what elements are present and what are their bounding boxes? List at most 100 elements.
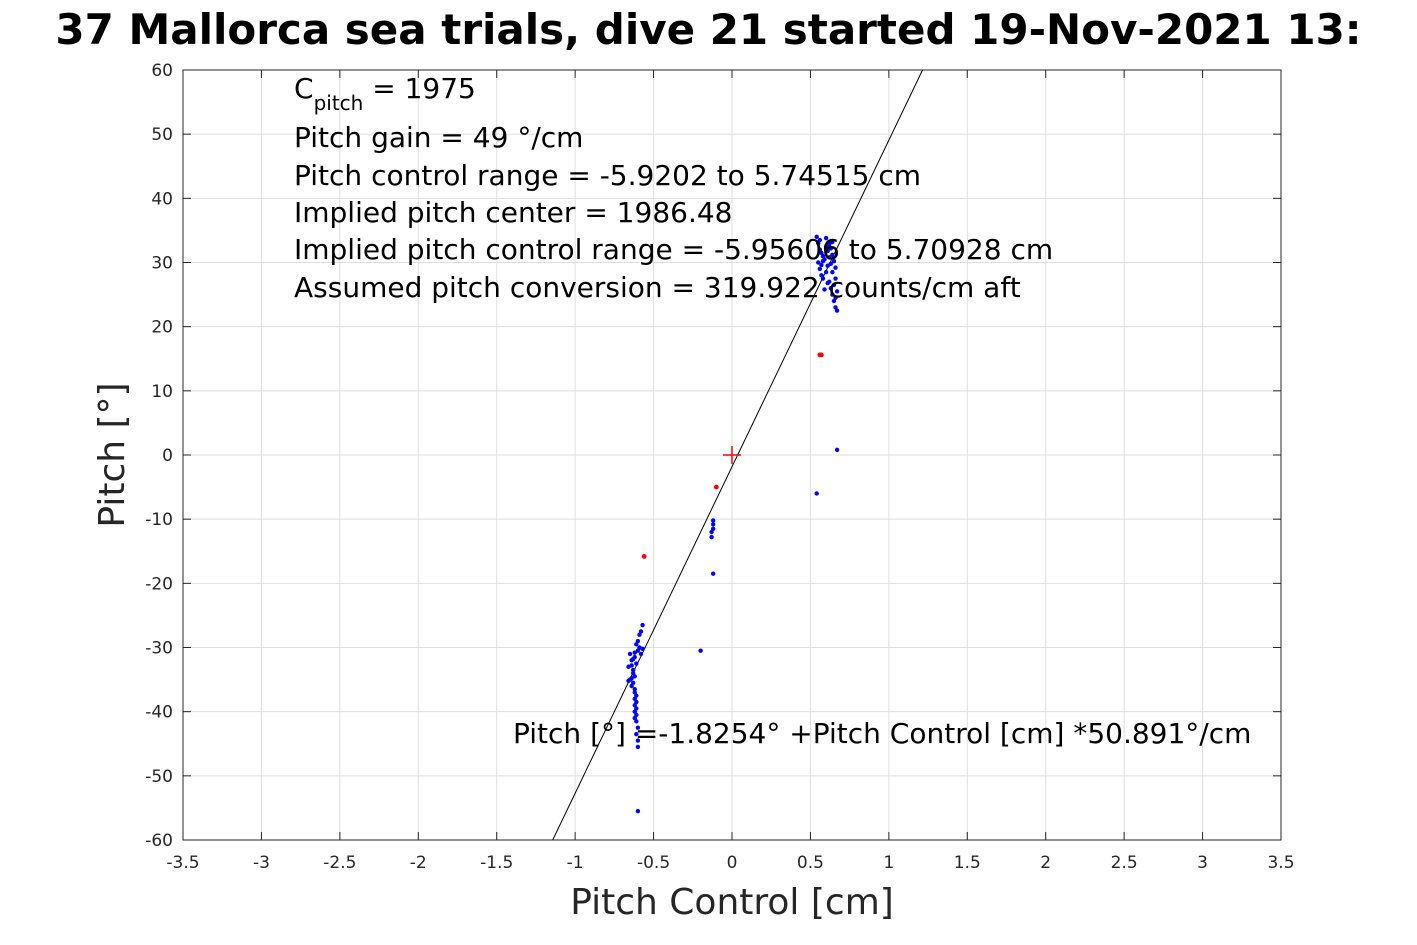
annotation-implied-range: Implied pitch control range = -5.95606 t… [294,233,1053,266]
data-point [822,287,827,292]
data-point [831,282,837,288]
x-tick-label: 2 [1040,853,1051,873]
data-point [635,738,641,743]
data-point [833,265,838,270]
c-pitch-value: = 1975 [363,72,476,105]
data-point [629,676,634,681]
data-point [820,276,826,281]
data-point [814,234,819,240]
c-pitch-main: C [294,72,314,105]
data-point [834,308,840,313]
data-point [632,650,637,655]
y-tick-label: 50 [151,125,173,145]
data-point [825,248,830,254]
data-point [833,276,838,281]
x-axis-label: Pitch Control [cm] [570,882,894,923]
data-point [627,651,633,657]
data-points [626,234,840,814]
y-tick-label: -60 [145,831,173,851]
data-point [630,680,636,685]
data-point [634,642,639,647]
data-point [830,292,835,297]
x-tick-label: 0.5 [797,853,824,873]
data-point [634,661,639,666]
x-tick-label: -3 [253,853,270,873]
data-point [825,280,830,286]
data-point [710,571,716,576]
annotation-pitch-conversion: Assumed pitch conversion = 319.922 count… [294,271,1021,304]
axis-ticks: -3.5 -3 -2.5 -2 -1.5 -1 -0.5 0 0.5 1 1.5 2 2.5 3 3.5 60… [145,61,1294,873]
data-point [819,262,824,268]
data-point [817,237,823,243]
data-point [638,629,644,634]
data-point [709,529,714,535]
chart-title-text: 37 Mallorca sea trials, dive 21 started … [55,5,1362,54]
data-point [710,522,716,527]
c-pitch-sub: pitch [314,91,364,115]
y-tick-label: 20 [151,318,173,338]
data-point [830,252,835,257]
data-point [833,295,838,300]
annotation-pitch-control-range: Pitch control range = -5.9202 to 5.74515… [294,159,921,192]
data-point [814,491,819,496]
y-tick-label: -30 [145,639,173,659]
data-point [638,651,644,657]
data-point [823,235,829,241]
data-point [630,656,636,662]
x-tick-label: -1.5 [480,853,513,873]
chart-title: 37 Mallorca sea trials, dive 21 started … [0,0,1417,60]
y-tick-label: -40 [145,703,173,723]
data-point [626,678,631,684]
annotation-fit-equation: Pitch [°] =-1.8254° +Pitch Control [cm] … [513,717,1251,750]
data-point [632,696,637,702]
annotation-implied-center: Implied pitch center = 1986.48 [294,196,732,229]
data-point [827,255,832,260]
annotation-c-pitch: Cpitch = 1975 [294,72,476,115]
data-point [632,715,637,721]
x-tick-label: -0.5 [637,853,670,873]
center-marker [723,446,741,464]
x-tick-label: 3 [1197,853,1208,873]
y-tick-label: -50 [145,767,173,787]
data-point [828,246,834,251]
y-tick-label: 40 [151,189,173,209]
data-point [827,242,832,247]
outlier-point [819,352,824,358]
x-tick-label: -2 [410,853,427,873]
data-point [820,259,826,264]
data-point [630,667,636,673]
y-tick-label: -20 [145,574,173,594]
outlier-point [641,553,647,559]
data-point [635,744,641,750]
data-point [816,260,821,265]
data-point [632,703,637,708]
data-point [830,239,835,245]
data-point [817,266,823,272]
data-point [632,709,637,714]
x-tick-label: 2.5 [1111,853,1138,873]
data-point [710,518,716,523]
data-point [629,663,634,668]
y-tick-label: 0 [162,446,173,466]
annotation-pitch-gain: Pitch gain = 49 °/cm [294,121,583,154]
outlier-point [713,484,719,490]
data-point [640,622,645,628]
x-tick-label: 1.5 [954,853,981,873]
x-tick-label: -2.5 [323,853,356,873]
data-point [828,285,834,291]
data-point [698,648,703,653]
data-point [834,447,840,453]
data-point [823,269,829,275]
x-tick-label: 1 [883,853,894,873]
data-point [635,725,641,730]
y-tick-label: 30 [151,254,173,274]
y-tick-label: 60 [151,61,173,81]
x-tick-label: 0 [727,853,738,873]
data-point [830,269,835,275]
data-point [632,687,637,692]
data-point [640,646,645,651]
data-point [828,261,834,266]
y-tick-label: 10 [151,382,173,402]
data-point [709,534,714,540]
